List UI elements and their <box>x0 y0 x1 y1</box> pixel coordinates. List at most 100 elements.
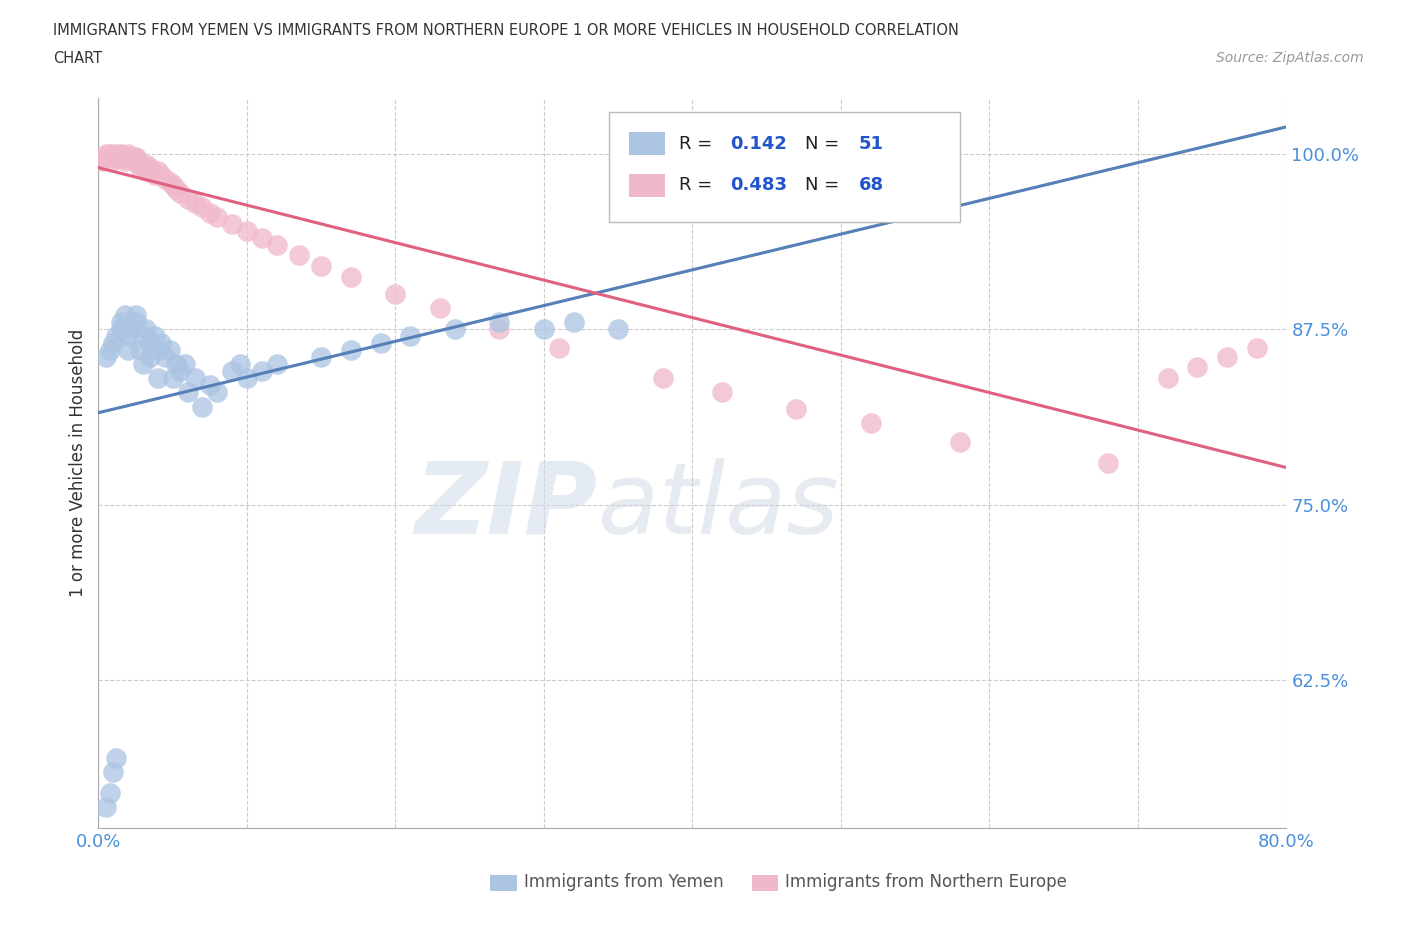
Point <box>129 160 152 175</box>
Point <box>135 322 157 337</box>
Point <box>94 799 117 814</box>
Point <box>169 364 191 379</box>
Point <box>859 416 882 431</box>
Point <box>94 146 117 161</box>
Point <box>488 315 510 330</box>
Text: 0.483: 0.483 <box>731 177 787 194</box>
Point <box>266 238 288 253</box>
Point <box>110 315 132 330</box>
Point <box>443 322 465 337</box>
Point <box>107 146 129 161</box>
Point <box>101 153 124 168</box>
Point <box>547 340 569 355</box>
Point <box>205 209 228 224</box>
FancyBboxPatch shape <box>609 113 960 221</box>
Point <box>90 153 112 168</box>
Point <box>162 178 184 193</box>
Point <box>124 151 146 166</box>
Point <box>250 231 273 246</box>
Text: CHART: CHART <box>53 51 103 66</box>
Text: IMMIGRANTS FROM YEMEN VS IMMIGRANTS FROM NORTHERN EUROPE 1 OR MORE VEHICLES IN H: IMMIGRANTS FROM YEMEN VS IMMIGRANTS FROM… <box>53 23 959 38</box>
Text: R =: R = <box>679 135 718 153</box>
Point <box>139 160 162 175</box>
Point <box>533 322 555 337</box>
Text: R =: R = <box>679 177 718 194</box>
Point <box>117 329 139 344</box>
Point <box>110 322 132 337</box>
Point <box>236 223 259 238</box>
Point <box>103 764 125 779</box>
Point <box>370 336 392 351</box>
Point <box>103 149 125 164</box>
Point <box>221 364 243 379</box>
Point <box>607 322 630 337</box>
Point <box>191 399 214 414</box>
Text: N =: N = <box>806 135 845 153</box>
Point <box>176 385 198 400</box>
Point <box>139 350 162 365</box>
Point <box>124 149 146 164</box>
Point <box>162 371 184 386</box>
Point <box>1187 360 1209 375</box>
Point <box>651 371 673 386</box>
Point <box>1246 340 1268 355</box>
Point <box>105 751 128 765</box>
Point <box>115 149 138 164</box>
Point <box>132 329 155 344</box>
Point <box>98 343 121 358</box>
FancyBboxPatch shape <box>630 132 665 155</box>
Point <box>384 286 406 301</box>
FancyBboxPatch shape <box>630 174 665 197</box>
Point <box>309 259 332 273</box>
Point <box>139 336 162 351</box>
Point <box>1216 350 1239 365</box>
Point <box>125 153 148 168</box>
Point <box>120 322 142 337</box>
Point <box>120 149 142 164</box>
Point <box>488 322 510 337</box>
Text: 0.142: 0.142 <box>731 135 787 153</box>
Point <box>711 385 734 400</box>
Point <box>136 157 159 172</box>
Point <box>149 167 172 182</box>
Point <box>176 192 198 206</box>
Point <box>105 329 128 344</box>
Point <box>562 315 585 330</box>
Point <box>103 336 125 351</box>
Point <box>128 156 150 171</box>
Point <box>112 151 135 166</box>
Point <box>429 300 451 315</box>
Point <box>114 308 136 323</box>
Point <box>340 343 363 358</box>
Point <box>111 149 134 164</box>
Point <box>198 206 221 220</box>
Point <box>146 164 169 179</box>
Text: 51: 51 <box>859 135 884 153</box>
Point <box>146 371 169 386</box>
Point <box>949 434 972 449</box>
Point <box>236 371 259 386</box>
Point <box>108 149 131 164</box>
Text: Source: ZipAtlas.com: Source: ZipAtlas.com <box>1216 51 1364 65</box>
Point <box>191 200 214 215</box>
Point <box>785 402 807 417</box>
Point <box>110 151 132 166</box>
Point <box>96 151 118 166</box>
Point <box>340 270 363 285</box>
Point <box>250 364 273 379</box>
Text: 68: 68 <box>859 177 884 194</box>
Point <box>141 164 163 179</box>
Point <box>205 385 228 400</box>
Point <box>98 785 121 800</box>
Point <box>146 343 169 358</box>
Point <box>105 151 128 166</box>
Point <box>117 151 139 166</box>
Point <box>155 172 177 187</box>
Point <box>184 371 207 386</box>
Point <box>221 217 243 232</box>
Point <box>399 329 422 344</box>
Text: Immigrants from Northern Europe: Immigrants from Northern Europe <box>785 873 1067 892</box>
FancyBboxPatch shape <box>491 875 516 891</box>
FancyBboxPatch shape <box>752 875 778 891</box>
Text: ZIP: ZIP <box>415 458 598 555</box>
